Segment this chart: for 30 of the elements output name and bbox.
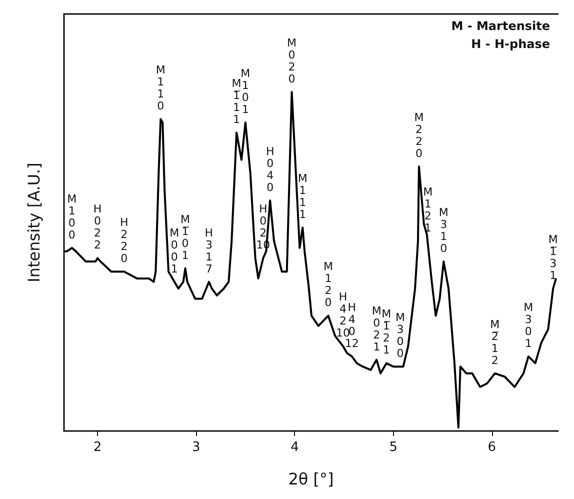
annotation: M 0 0 1	[170, 226, 180, 276]
annotation: M 1̅ 3 1	[548, 233, 558, 282]
y-axis-title: Intensity [A.U.]	[24, 162, 44, 282]
annotation: M 1 0 0	[67, 192, 77, 242]
x-tick-label: 5	[389, 440, 398, 455]
annotation: M 2̅ 1 2	[490, 318, 500, 367]
annotation: M 3 0 0	[395, 311, 405, 360]
annotation: M 0 2 1	[372, 304, 382, 354]
annotation: M 1 2 0	[324, 260, 334, 310]
text: M - Martensite	[451, 19, 550, 33]
annotation: M 1 1 1	[298, 172, 308, 222]
annotation: M 1̅ 2 1	[382, 308, 392, 357]
annotation: H 0 4 0	[266, 144, 274, 194]
annotation: H 2 2 0	[120, 216, 128, 266]
annotation: M 1̅ 0 1	[180, 212, 190, 262]
x-tick-label: 2	[93, 440, 102, 455]
annotation: M 1 1 0	[156, 64, 166, 113]
annotation: H 3 1 7	[204, 226, 214, 276]
annotation: M 1̅ 1 1	[232, 77, 242, 126]
annotation: M 1 0 1	[240, 66, 250, 116]
annotation: M 3 1 0	[438, 206, 448, 255]
annotation: M 3 0 1	[524, 300, 534, 350]
annotation: M 0 2 0	[287, 36, 297, 86]
x-axis-title: 2θ [°]	[288, 470, 334, 488]
annotation: H 0 2 2	[93, 202, 102, 252]
text: H - H-phase	[471, 37, 550, 51]
annotation: M 2 2 0	[414, 111, 424, 160]
x-tick-label: 4	[290, 440, 299, 455]
x-tick-label: 3	[192, 440, 200, 455]
x-tick-label: 6	[488, 440, 496, 455]
